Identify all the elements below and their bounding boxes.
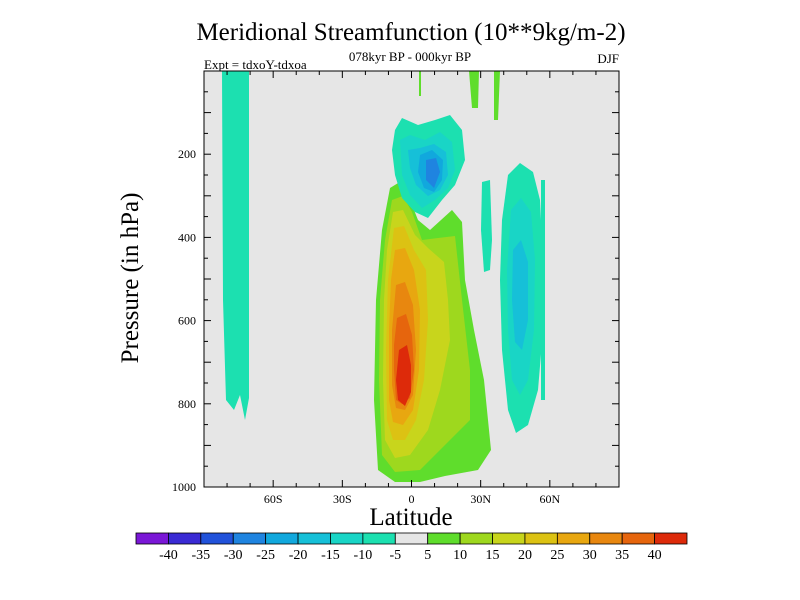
contour-sh-strip <box>222 71 249 420</box>
colorbar-label: 15 <box>486 548 500 563</box>
y-tick-label: 600 <box>178 314 196 328</box>
colorbar-label: -20 <box>289 548 308 563</box>
x-tick-label: 60S <box>264 492 283 506</box>
contour-upper-strip-a <box>419 71 421 96</box>
colorbar-box <box>362 532 396 545</box>
chart-title: Meridional Streamfunction (10**9kg/m-2) <box>196 19 625 46</box>
colorbar-box <box>265 532 299 545</box>
contour-nh-negative--15 <box>512 240 528 350</box>
colorbar-box <box>200 532 234 545</box>
colorbar-box <box>556 532 591 545</box>
contour-upper-strip-b <box>469 71 479 108</box>
colorbar-box <box>524 532 558 545</box>
colorbar-box <box>427 532 461 545</box>
colorbar-box <box>135 532 169 545</box>
colorbar-label: 30 <box>583 548 597 563</box>
colorbar-label: 40 <box>648 548 662 563</box>
colorbar-box <box>330 532 364 545</box>
colorbar-label: -15 <box>321 548 340 563</box>
x-axis-ticks: 60S 30S 0 30N 60N <box>226 71 597 506</box>
colorbar-box <box>492 532 526 545</box>
colorbar-label: 10 <box>453 548 467 563</box>
colorbar-box <box>621 532 655 545</box>
x-axis-title: Latitude <box>369 504 452 531</box>
contour-fields <box>222 71 545 482</box>
colorbar-label: 35 <box>615 548 629 563</box>
colorbar-box <box>654 532 688 545</box>
contour-upper-negative--25 <box>426 158 440 188</box>
colorbar-box <box>589 532 623 545</box>
y-tick-label: 1000 <box>172 480 196 494</box>
colorbar-label: -25 <box>256 548 275 563</box>
colorbar-label: -40 <box>159 548 178 563</box>
contour-nh-upper-strip <box>481 180 492 272</box>
colorbar-label: -10 <box>354 548 373 563</box>
y-axis-ticks: 200 400 600 800 1000 <box>172 91 619 494</box>
colorbar-label: -35 <box>191 548 210 563</box>
contour-tropical-peak <box>396 345 411 406</box>
y-axis-title: Pressure (in hPa) <box>117 193 144 364</box>
colorbar-label: 25 <box>550 548 564 563</box>
chart-subtitle-right: DJF <box>597 51 619 66</box>
colorbar-box <box>232 532 267 545</box>
x-tick-label: 30S <box>333 492 352 506</box>
chart-subtitle-left: Expt = tdxoY-tdxoa <box>204 57 307 72</box>
chart-subtitle-center: 078kyr BP - 000kyr BP <box>349 49 471 64</box>
colorbar: -40 -35 -30 -25 -20 -15 -10 -5 5 10 15 20 25 30 35 40 <box>135 532 688 563</box>
colorbar-label: 5 <box>424 548 431 563</box>
y-tick-label: 800 <box>178 397 196 411</box>
x-tick-label: 60N <box>539 492 560 506</box>
colorbar-box <box>394 532 429 545</box>
colorbar-box <box>168 532 202 545</box>
plot-area: 60S 30S 0 30N 60N 200 400 600 800 1000 <box>172 70 620 506</box>
x-tick-label: 0 <box>409 492 415 506</box>
contour-nh-edge <box>541 180 545 400</box>
colorbar-label: -5 <box>389 548 401 563</box>
x-tick-label: 30N <box>470 492 491 506</box>
y-tick-label: 400 <box>178 230 196 244</box>
colorbar-box <box>297 532 331 545</box>
colorbar-box <box>459 532 493 545</box>
colorbar-label: -30 <box>224 548 243 563</box>
colorbar-label: 20 <box>518 548 532 563</box>
contour-upper-strip-c <box>494 71 500 120</box>
y-tick-label: 200 <box>178 147 196 161</box>
